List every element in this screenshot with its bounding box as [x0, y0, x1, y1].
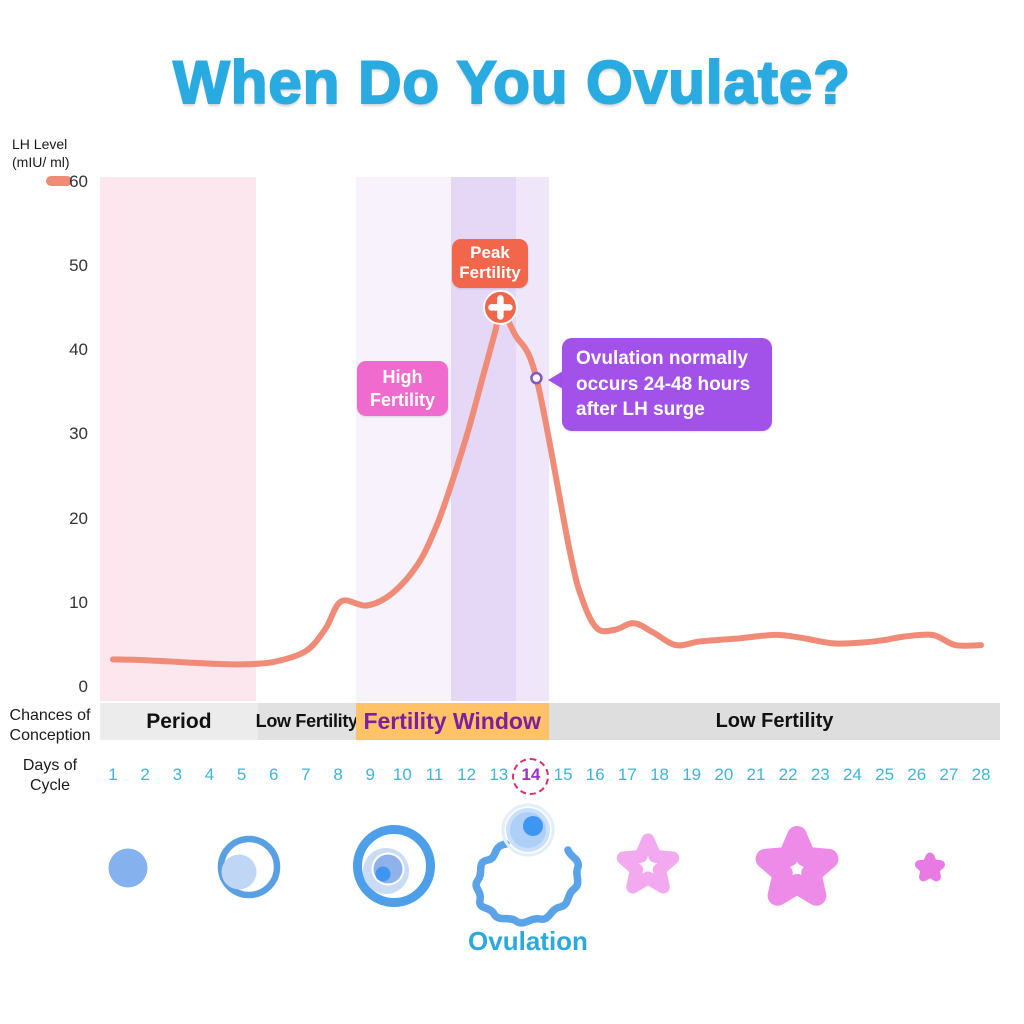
conception-segment-fertility-window: Fertility Window: [355, 703, 549, 740]
y-tick-0: 0: [78, 677, 88, 696]
day-21: 21: [746, 765, 766, 784]
early-follicle-icon: [108, 848, 148, 888]
peak-fertility-label: Peak Fertility: [452, 239, 528, 288]
conception-segment-period: Period: [100, 703, 258, 740]
ovulation-rupture-icon: [472, 803, 582, 927]
day-24: 24: [842, 765, 862, 784]
day-1: 1: [108, 765, 118, 784]
conception-segment-low-fertility: Low Fertility: [548, 703, 1001, 740]
y-tick-20: 20: [69, 508, 88, 528]
day-19: 19: [682, 765, 702, 784]
corpus-luteum-forming-icon: [616, 833, 680, 894]
day-13: 13: [489, 765, 509, 784]
mature-follicle-icon: [353, 825, 435, 907]
day-11: 11: [425, 765, 444, 784]
day-14-highlight-ring: [511, 758, 549, 795]
day-23: 23: [810, 765, 830, 784]
day-6: 6: [269, 765, 279, 784]
day-16: 16: [585, 765, 605, 784]
y-tick-30: 30: [69, 424, 88, 444]
day-20: 20: [714, 765, 734, 784]
growing-follicle-icon: [217, 835, 281, 899]
day-25: 25: [875, 765, 895, 784]
ovulation-callout: Ovulation normally occurs 24-48 hours af…: [562, 338, 772, 431]
day-3: 3: [172, 765, 183, 784]
day-22: 22: [778, 765, 798, 784]
day-9: 9: [365, 765, 375, 784]
day-10: 10: [392, 765, 412, 784]
y-tick-10: 10: [69, 592, 88, 612]
conception-row-label: Chances of Conception: [9, 707, 91, 744]
high-fertility-label: High Fertility: [357, 361, 448, 416]
y-tick-40: 40: [69, 340, 88, 360]
day-7: 7: [301, 765, 311, 784]
period-band: [100, 177, 257, 701]
corpus-albicans-icon: [915, 852, 945, 882]
day-17: 17: [617, 765, 637, 784]
conception-segment-low-fertility: Low Fertility: [256, 703, 358, 740]
y-tick-60: 60: [69, 171, 88, 191]
ovulation-stage-label: Ovulation: [468, 926, 588, 956]
day-4: 4: [204, 765, 215, 784]
day-5: 5: [236, 765, 247, 784]
y-tick-50: 50: [69, 256, 88, 275]
corpus-luteum-icon: [755, 826, 839, 906]
callout-pointer-icon: [548, 371, 563, 389]
fertile-light-band: [355, 177, 451, 701]
day-27: 27: [939, 765, 959, 784]
day-15: 15: [553, 765, 573, 784]
lh-line-legend-icon: [46, 176, 72, 186]
days-row-label: Days of Cycle: [22, 757, 78, 794]
day-28: 28: [971, 765, 991, 784]
y-axis-label: LH Level (mIU/ ml): [12, 136, 70, 170]
day-18: 18: [650, 765, 669, 784]
page-title: When Do You Ovulate?: [172, 48, 851, 117]
day-26: 26: [907, 765, 927, 784]
day-12: 12: [457, 765, 477, 784]
day-8: 8: [333, 765, 343, 784]
day-2: 2: [140, 765, 150, 784]
